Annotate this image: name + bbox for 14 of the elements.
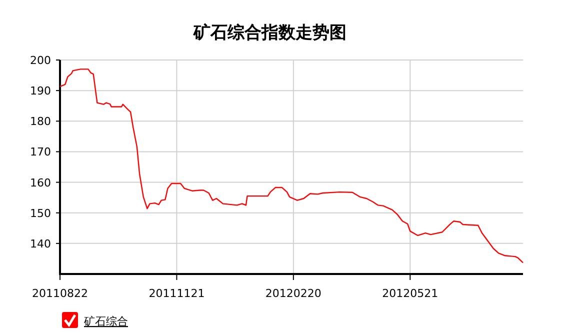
y-tick-label: 200: [30, 54, 51, 67]
y-tick-label: 190: [30, 84, 51, 98]
y-tick-label: 170: [30, 146, 51, 159]
x-tick-label: 20120521: [382, 287, 438, 300]
y-tick-label: 140: [30, 237, 51, 250]
x-tick-label: 20120220: [265, 287, 322, 300]
y-tick-label: 150: [30, 206, 51, 220]
x-tick-label: 20110822: [32, 287, 88, 300]
legend-label: 矿石综合: [83, 315, 128, 328]
chart-title: 矿石综合指数走势图: [192, 23, 346, 43]
y-tick-label: 180: [30, 115, 51, 128]
x-tick-label: 20111121: [148, 287, 205, 300]
line-series: [59, 68, 524, 264]
y-tick-label: 160: [30, 176, 51, 190]
